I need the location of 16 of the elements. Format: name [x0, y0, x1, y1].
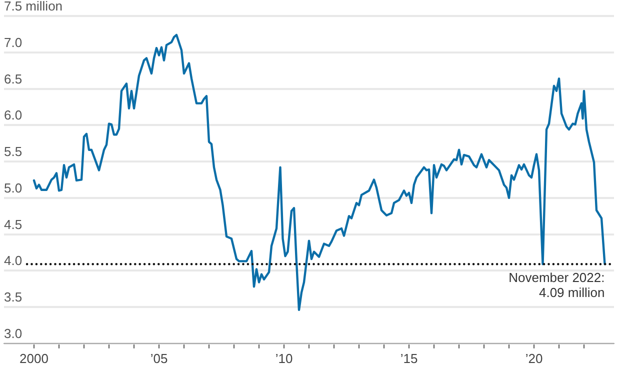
- x-tick-label: ’15: [400, 350, 418, 366]
- y-tick-label: 6.0: [4, 108, 22, 123]
- y-tick-label: 7.0: [4, 34, 22, 50]
- annotation: November 2022: 4.09 million: [508, 270, 605, 300]
- x-tick-label: ’10: [275, 350, 293, 366]
- y-tick-label: 7.5 million: [4, 0, 63, 14]
- y-tick-label: 4.5: [4, 216, 22, 232]
- y-tick-label: 5.0: [4, 180, 22, 196]
- y-tick-label: 3.5: [4, 290, 22, 305]
- x-tick-label: ’20: [525, 350, 543, 366]
- y-tick-label: 5.5: [4, 144, 22, 160]
- y-tick-label: 6.5: [4, 71, 22, 86]
- y-tick-label: 4.0: [4, 253, 22, 268]
- x-tick-label: ’05: [150, 350, 168, 366]
- x-tick-label: 2000: [20, 350, 48, 366]
- y-tick-label: 3.0: [4, 326, 22, 341]
